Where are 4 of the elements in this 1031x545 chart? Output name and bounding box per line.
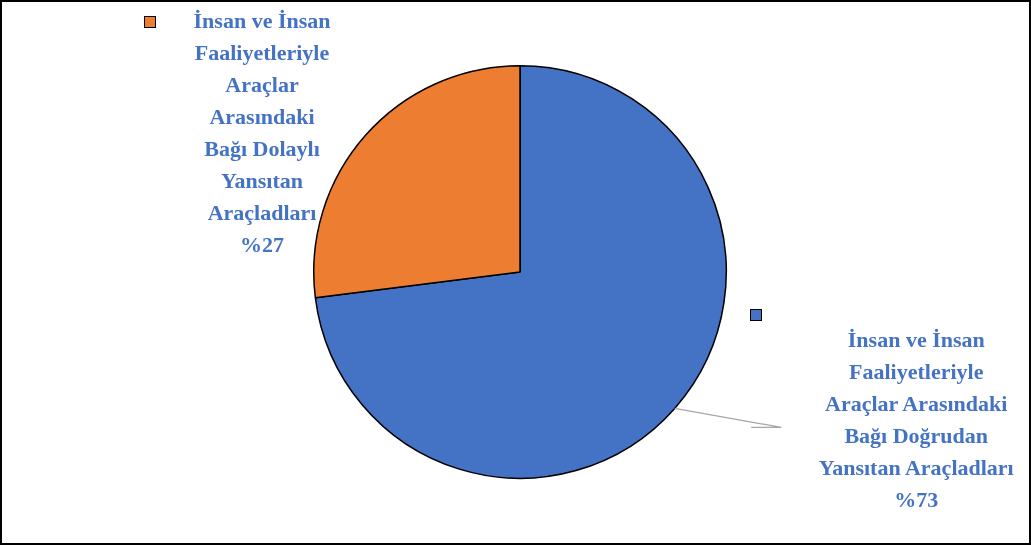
legend-label: İnsan ve İnsan Faaliyetleriyle Araçlar Arasındaki Bağı Dolaylı Yansıtan Araçladları — [193, 7, 331, 225]
data-label: %73 — [894, 486, 939, 512]
slice-label: İnsan ve İnsan Faaliyetleriyle Araçlar Arasındaki Bağı Doğrudan Yansıtan Araçladları — [818, 326, 1014, 480]
data-label: %27 — [240, 231, 284, 257]
